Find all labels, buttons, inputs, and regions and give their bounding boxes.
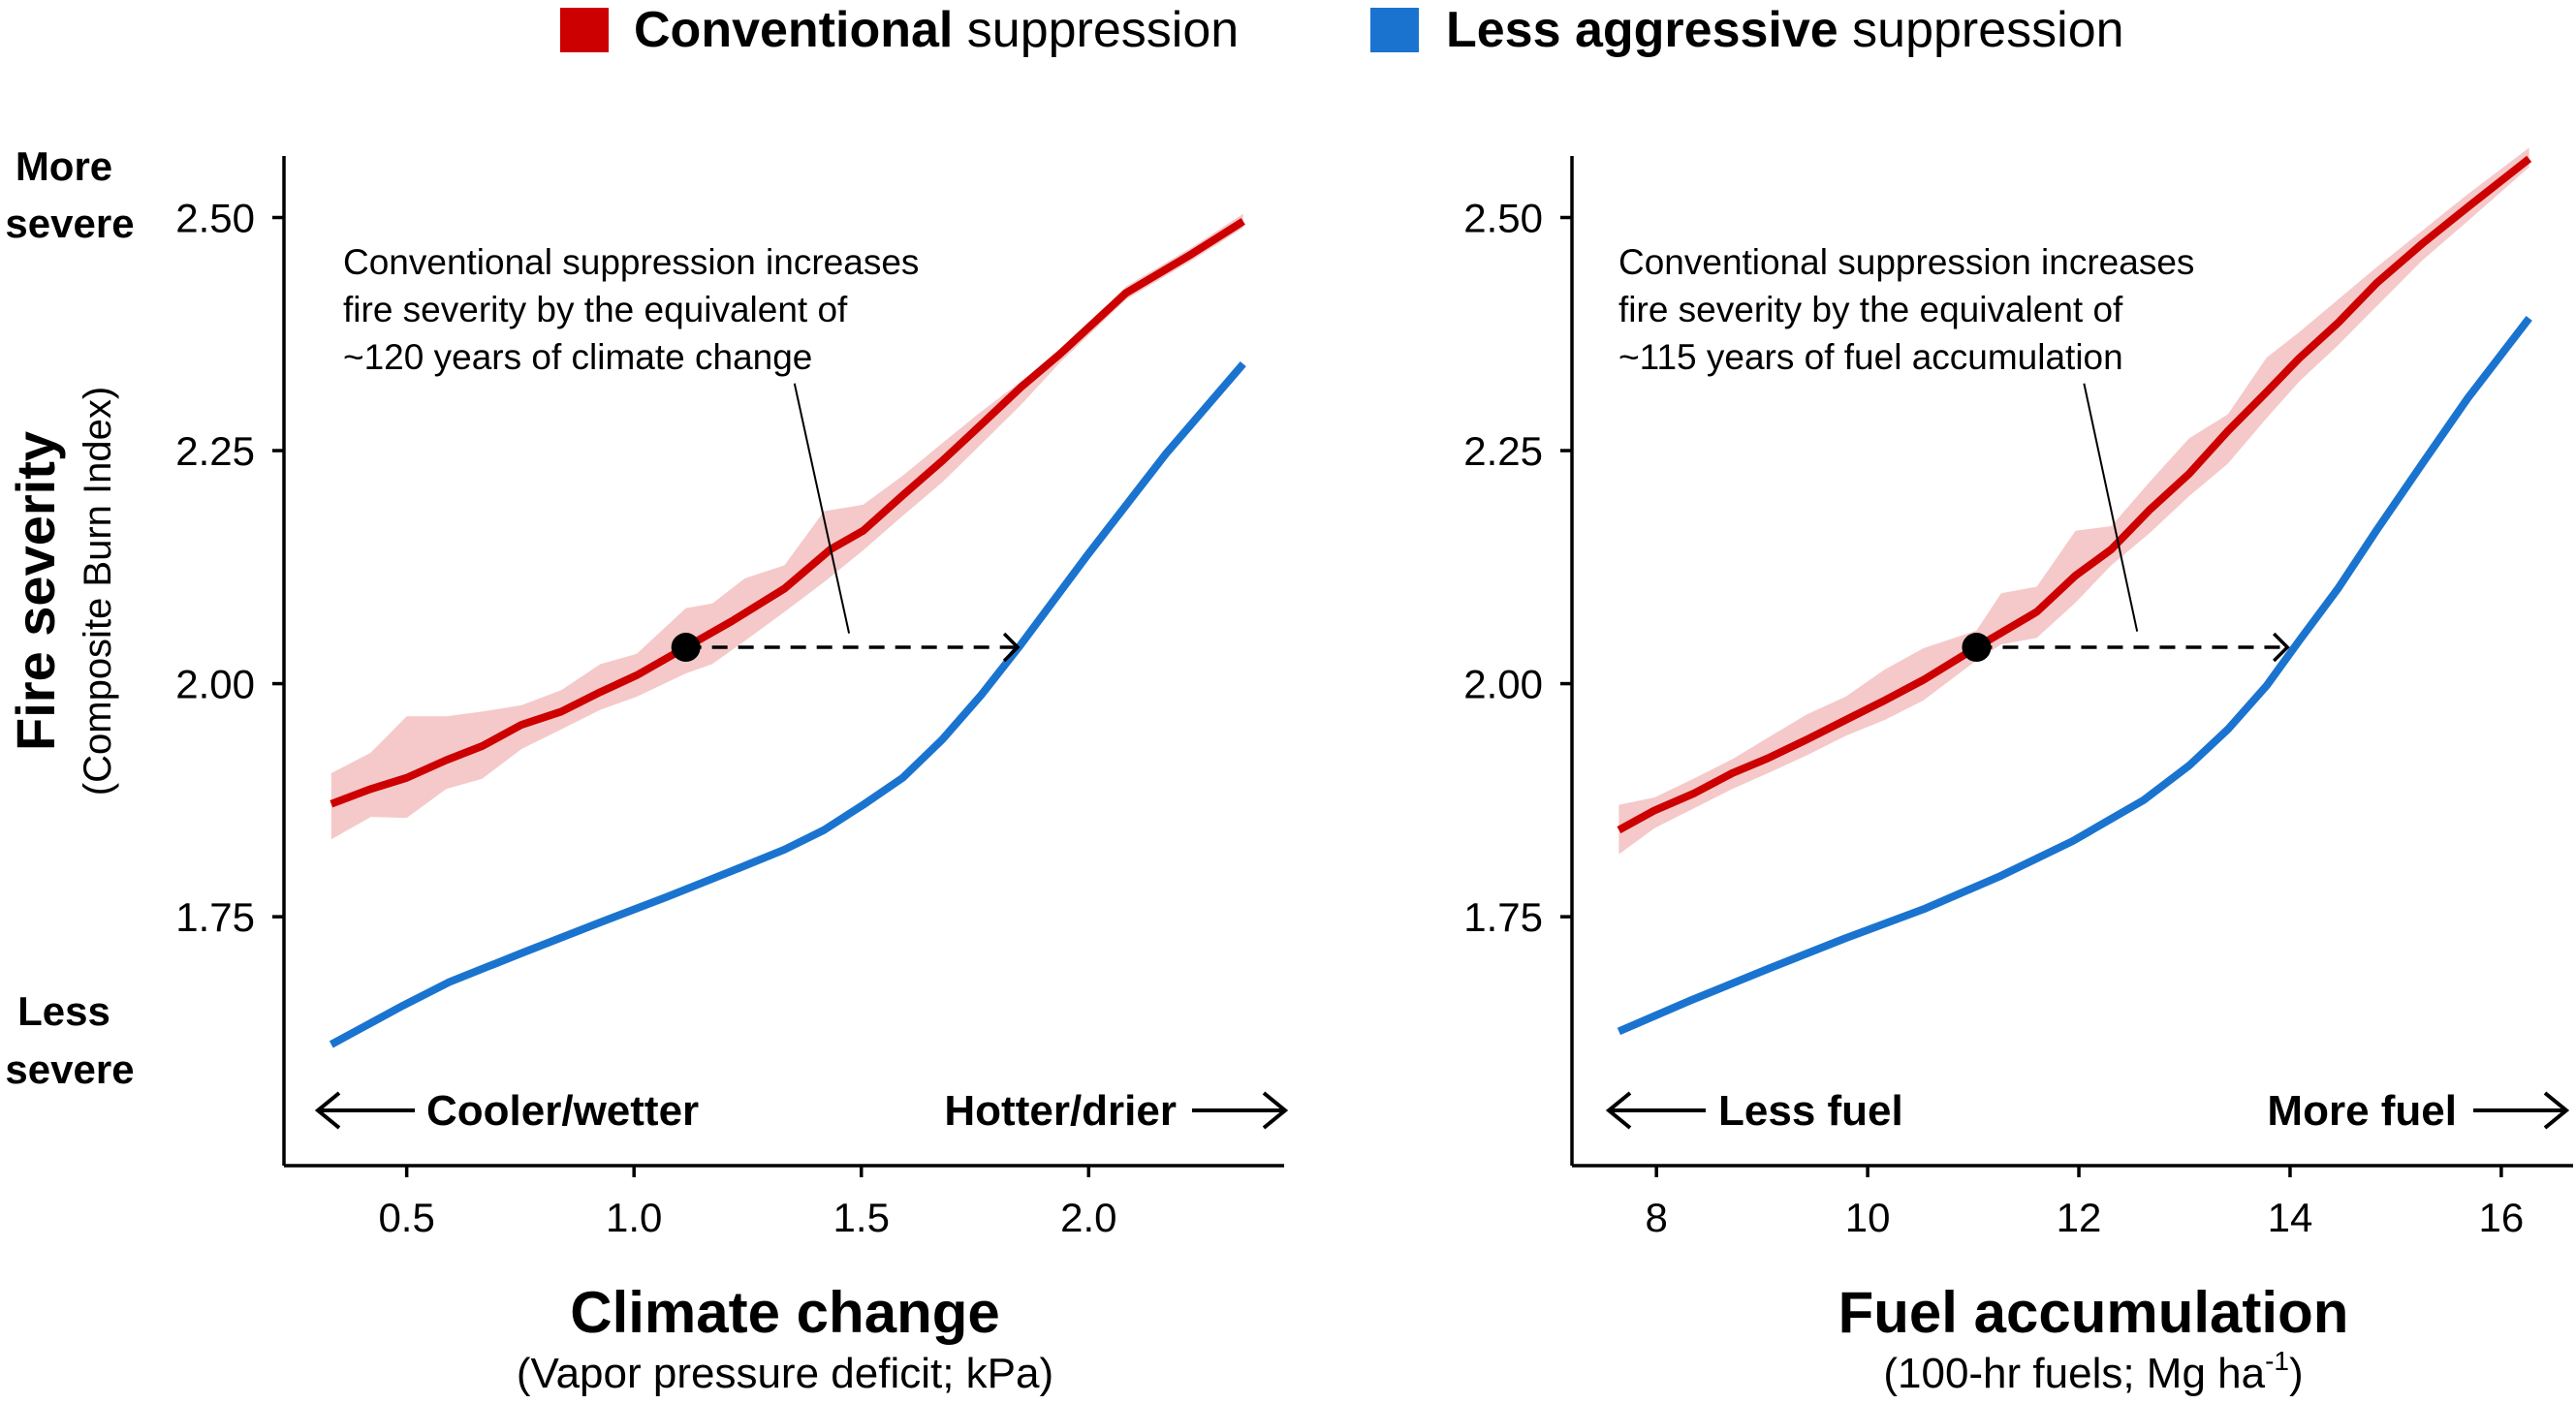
legend-swatch-conventional (560, 8, 609, 52)
x-axis-title: Fuel accumulation (1838, 1280, 2349, 1345)
x-axis-subtitle: (Vapor pressure deficit; kPa) (517, 1350, 1053, 1397)
y-tick-label: 2.25 (1463, 428, 1543, 474)
more-severe-label-line2: severe (5, 201, 134, 246)
annotation-line: ~120 years of climate change (343, 337, 812, 377)
x-tick-labels: 0.5 1.0 1.5 2.0 (378, 1195, 1116, 1240)
y-tick-labels: 1.75 2.00 2.25 2.50 (175, 196, 255, 941)
right-arrow-icon (2473, 1091, 2570, 1130)
legend: Conventional suppression Less aggressive… (560, 2, 2124, 58)
y-tick-labels: 1.75 2.00 2.25 2.50 (1463, 196, 1543, 941)
direction-label-left: Less fuel (1718, 1087, 1903, 1135)
annotation-leader-line (793, 383, 851, 634)
left-arrow-icon (314, 1091, 415, 1130)
y-tick-label: 2.00 (175, 662, 255, 707)
less-severe-label-line2: severe (5, 1046, 134, 1092)
direction-label-right: More fuel (2267, 1087, 2457, 1135)
y-tick-label: 1.75 (175, 894, 255, 940)
annotation-leader-line (2083, 383, 2139, 632)
legend-label-bold: Conventional (634, 2, 953, 58)
x-axis-subtitle-superscript: -1 (2265, 1346, 2289, 1376)
legend-label-rest: suppression (1838, 2, 2124, 58)
arrowhead-icon (2273, 632, 2290, 663)
x-axis-title: Climate change (570, 1280, 999, 1345)
x-axis-subtitle-close: ) (2289, 1350, 2304, 1397)
reference-point-marker (1962, 633, 1992, 663)
x-axis-subtitle-main: (100-hr fuels; Mg ha (1883, 1350, 2265, 1397)
y-tick-label: 2.25 (175, 428, 255, 474)
x-tick-label: 0.5 (378, 1195, 434, 1240)
plot-area (272, 156, 1284, 1177)
y-axis-title: Fire severity (5, 431, 66, 751)
series-line-less-aggressive (1617, 315, 2532, 1036)
legend-label-less-aggressive: Less aggressive suppression (1446, 2, 2124, 58)
x-tick-label: 12 (2057, 1195, 2102, 1240)
direction-label-left: Cooler/wetter (426, 1087, 699, 1135)
more-severe-label-line1: More (16, 143, 112, 189)
y-tick-label: 2.50 (175, 196, 255, 241)
y-axis-labels: More severe Less severe Fire severity (C… (5, 143, 135, 1092)
annotation-line: ~115 years of fuel accumulation (1618, 337, 2123, 377)
legend-swatch-less-aggressive (1370, 8, 1419, 52)
x-tick-label: 1.5 (833, 1195, 890, 1240)
panel-climate-change: 1.75 2.00 2.25 2.50 0.5 1.0 1.5 2.0 Conv… (175, 156, 1289, 1397)
annotation-line: Conventional suppression increases (1618, 242, 2194, 282)
x-tick-labels: 8 10 12 14 16 (1645, 1195, 2524, 1240)
series-line-less-aggressive (329, 360, 1246, 1048)
y-tick-label: 1.75 (1463, 894, 1543, 940)
direction-label-right: Hotter/drier (944, 1087, 1177, 1135)
annotation-line: Conventional suppression increases (343, 242, 919, 282)
legend-label-bold: Less aggressive (1446, 2, 1838, 58)
x-tick-label: 14 (2268, 1195, 2313, 1240)
right-arrow-icon (1192, 1091, 1289, 1130)
panel-fuel-accumulation: 1.75 2.00 2.25 2.50 8 10 12 14 16 Conven… (1463, 147, 2573, 1397)
reference-point-marker (671, 633, 701, 663)
legend-label-conventional: Conventional suppression (634, 2, 1239, 58)
annotation-line: fire severity by the equivalent of (343, 290, 848, 329)
annotation-line: fire severity by the equivalent of (1618, 290, 2123, 329)
x-axis-subtitle: (100-hr fuels; Mg ha-1) (1883, 1346, 2303, 1397)
x-tick-label: 8 (1645, 1195, 1667, 1240)
x-tick-label: 2.0 (1060, 1195, 1116, 1240)
legend-label-rest: suppression (953, 2, 1239, 58)
x-tick-label: 16 (2479, 1195, 2525, 1240)
x-tick-label: 10 (1845, 1195, 1891, 1240)
y-tick-label: 2.00 (1463, 662, 1543, 707)
plot-area (1560, 147, 2573, 1177)
left-arrow-icon (1605, 1091, 1706, 1130)
arrowhead-icon (1002, 632, 1021, 663)
y-tick-label: 2.50 (1463, 196, 1543, 241)
series-line-conventional (1617, 155, 2532, 834)
series-line-conventional (330, 217, 1245, 808)
less-severe-label-line1: Less (17, 988, 110, 1034)
x-tick-label: 1.0 (606, 1195, 662, 1240)
y-axis-subtitle: (Composite Burn Index) (77, 387, 119, 796)
